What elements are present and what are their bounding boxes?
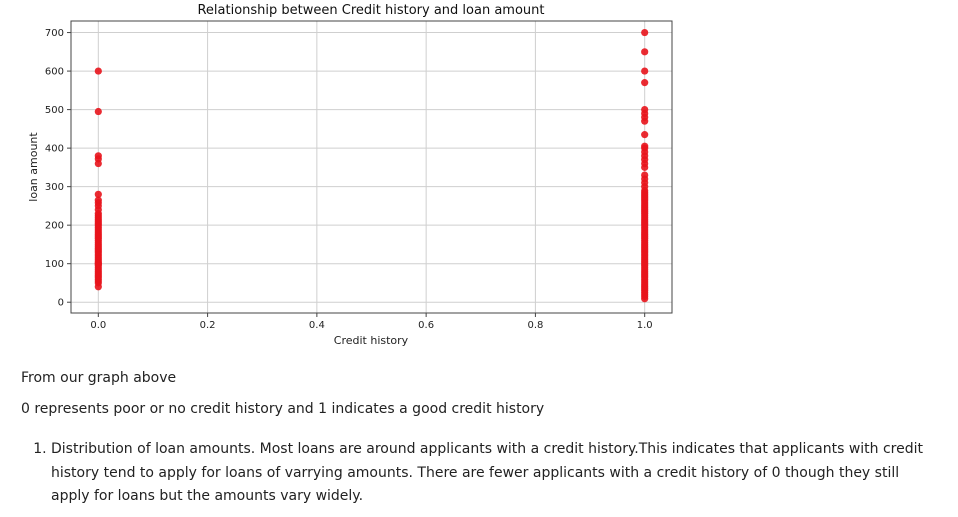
x-axis-ticks: 0.0 0.2 0.4 0.6 0.8 1.0	[90, 313, 653, 331]
data-point	[641, 79, 649, 87]
data-point	[641, 142, 649, 150]
y-tick-label: 300	[45, 182, 64, 193]
y-tick-label: 0	[58, 298, 64, 309]
x-tick-label: 1.0	[637, 320, 653, 331]
y-tick-label: 200	[45, 221, 64, 232]
x-tick-label: 0.6	[418, 320, 434, 331]
data-point	[641, 48, 649, 56]
legend-explanation: 0 represents poor or no credit history a…	[21, 401, 545, 417]
intro-line: From our graph above	[21, 370, 177, 386]
x-axis-label: Credit history	[334, 334, 409, 347]
data-point	[94, 152, 102, 160]
y-axis-label: loan amount	[27, 132, 40, 202]
y-tick-label: 500	[45, 105, 64, 116]
data-point	[94, 107, 102, 116]
data-point	[641, 131, 649, 139]
data-points	[94, 28, 649, 303]
data-point	[94, 67, 102, 75]
list-item: Distribution of loan amounts. Most loans…	[51, 438, 941, 509]
x-tick-label: 0.8	[527, 320, 543, 331]
y-axis-ticks: 0 100 200 300 400 500 600 700	[45, 28, 71, 309]
scatter-chart: Relationship between Credit history and …	[27, 3, 673, 347]
grid-lines	[71, 21, 672, 313]
findings-list: Distribution of loan amounts. Most loans…	[21, 438, 941, 509]
data-point	[641, 28, 649, 37]
data-point	[94, 190, 102, 198]
x-tick-label: 0.4	[309, 320, 325, 331]
analysis-text: From our graph above 0 represents poor o…	[21, 368, 941, 509]
y-tick-label: 600	[45, 67, 64, 78]
x-tick-label: 0.0	[90, 320, 106, 331]
data-point	[641, 171, 649, 179]
chart-title: Relationship between Credit history and …	[197, 3, 544, 18]
data-point	[94, 260, 102, 268]
data-point	[94, 196, 102, 204]
plot-frame	[70, 20, 673, 314]
y-tick-label: 700	[45, 28, 64, 39]
x-tick-label: 0.2	[200, 320, 216, 331]
data-point	[641, 67, 649, 75]
y-tick-label: 100	[45, 259, 64, 270]
y-tick-label: 400	[45, 144, 64, 155]
data-point	[641, 106, 649, 114]
